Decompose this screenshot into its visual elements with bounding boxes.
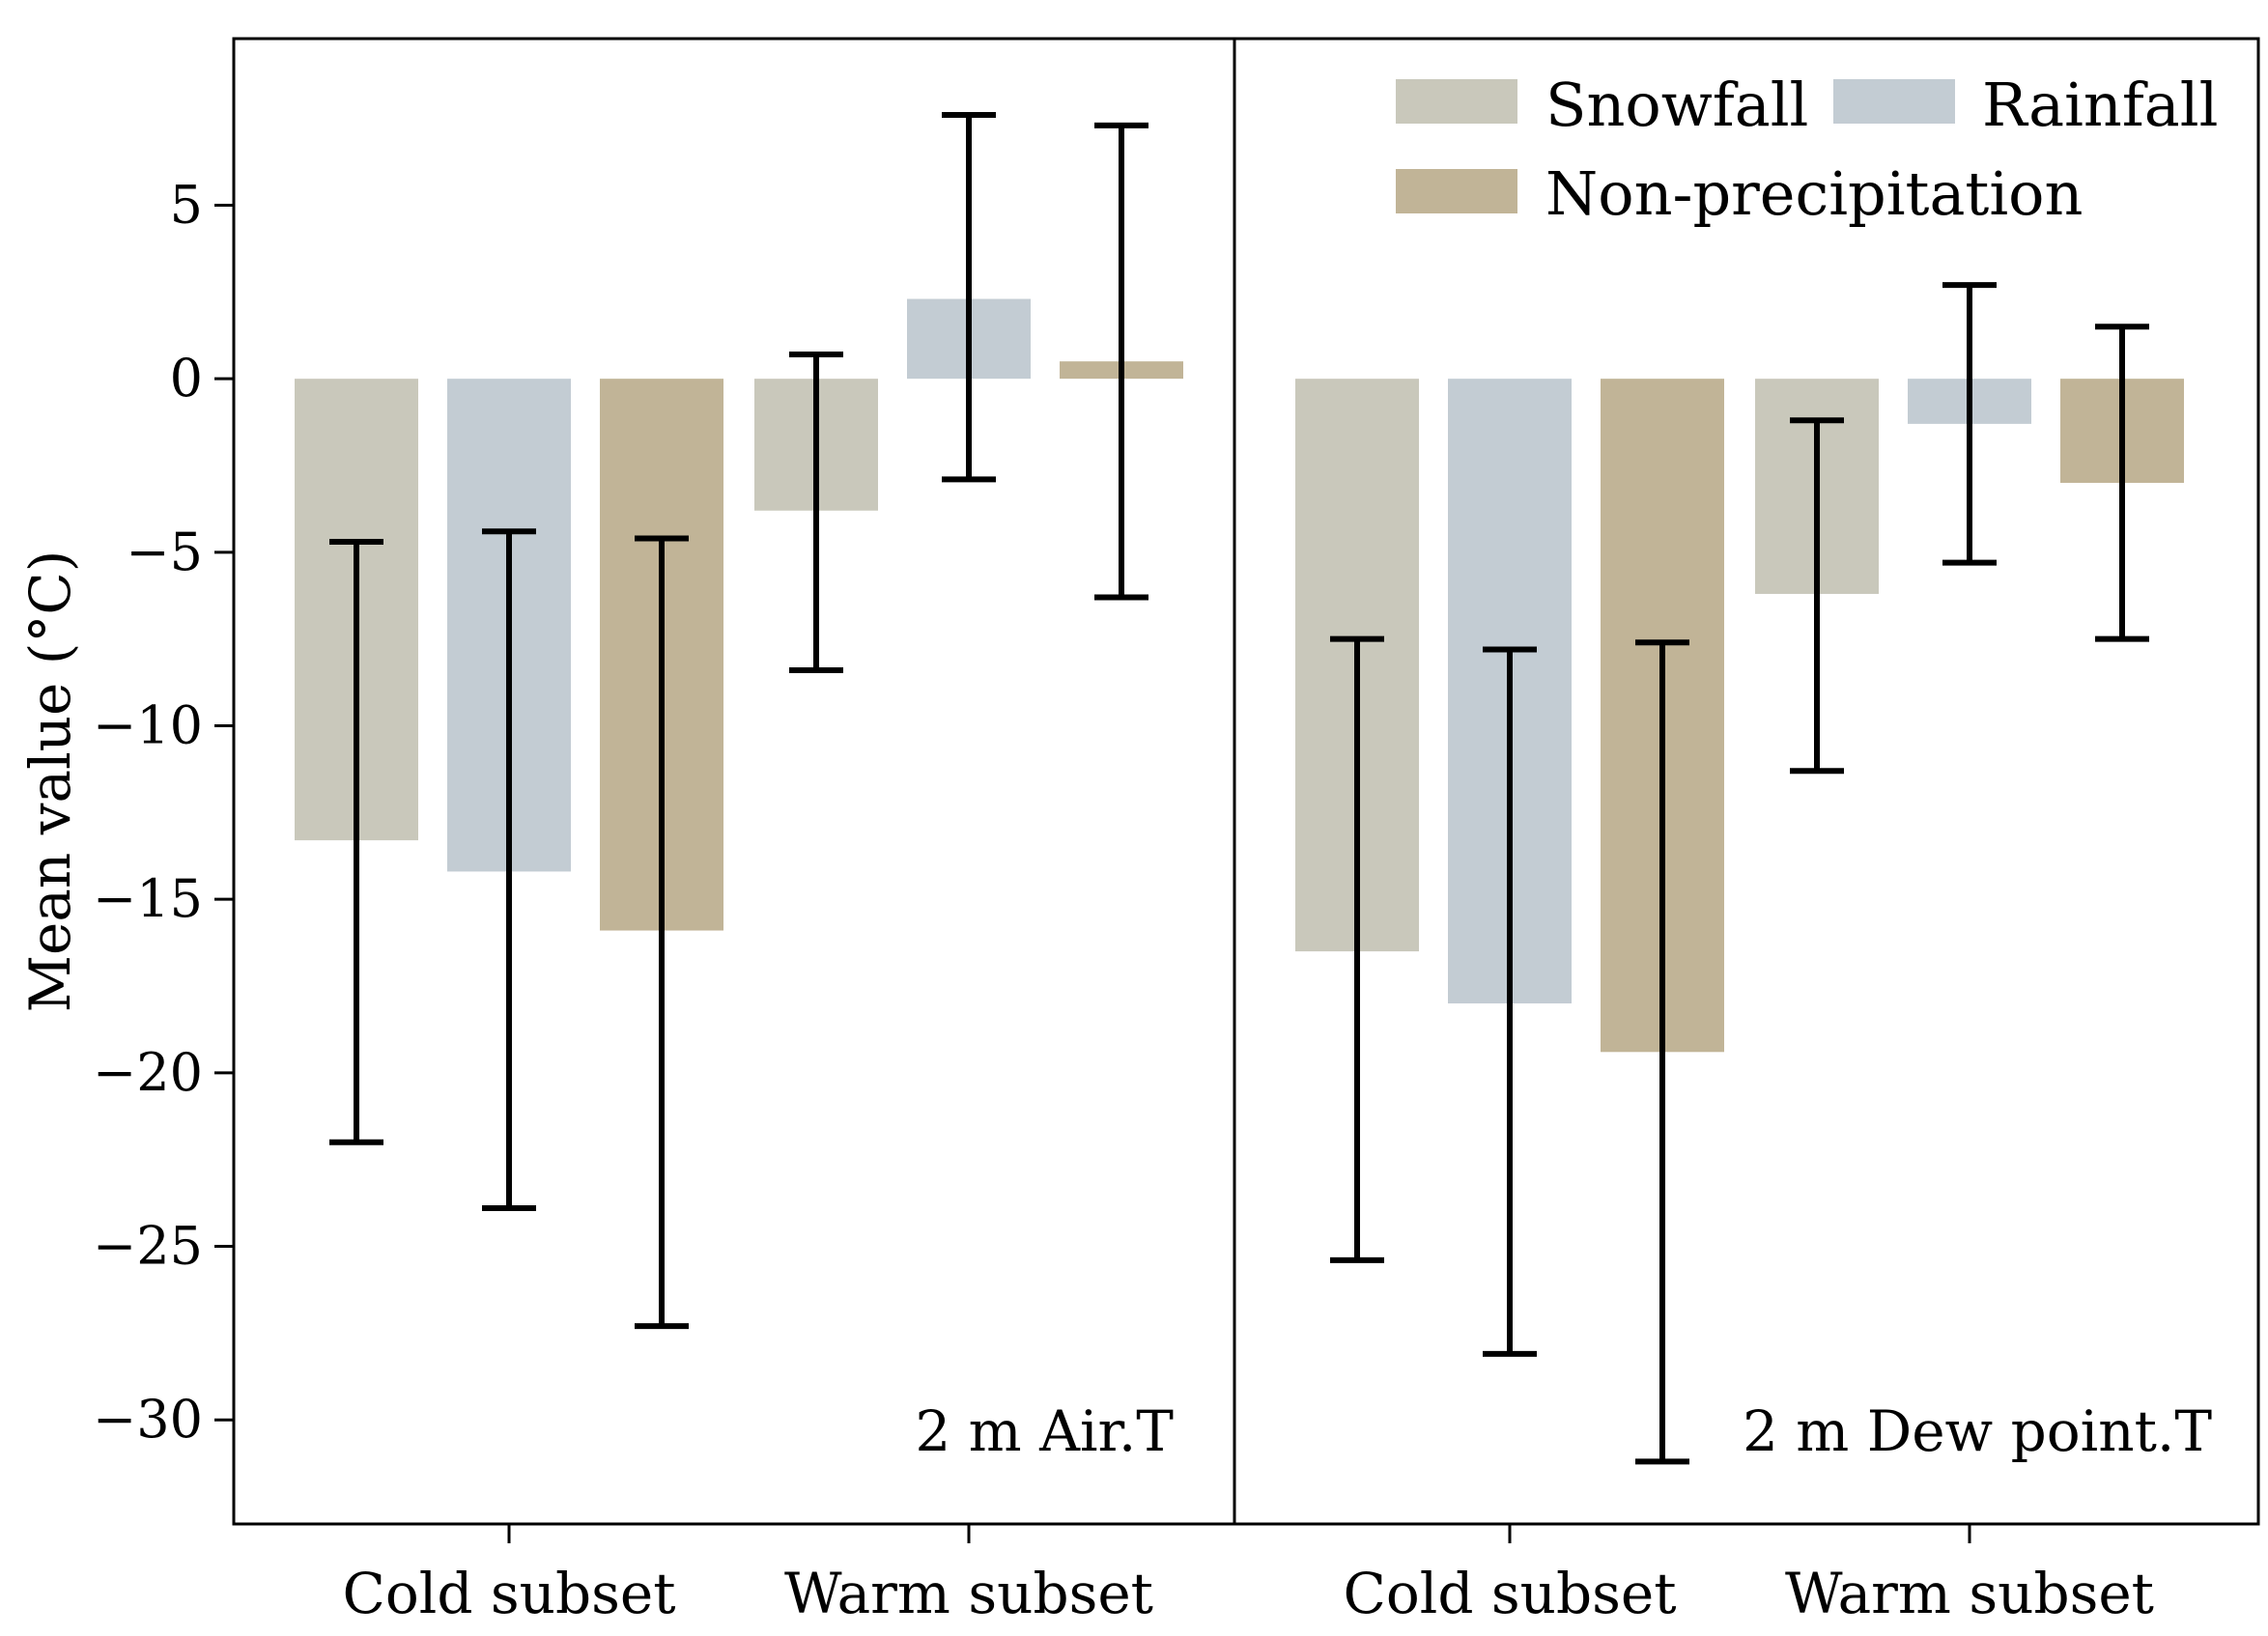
x-tick-label-0-1: Warm subset [784, 1561, 1153, 1626]
legend-label-0: Snowfall [1545, 70, 1808, 140]
y-tick-label-0: 5 [170, 174, 203, 235]
x-axis: Cold subset Warm subset Cold subset Warm su… [342, 1524, 2154, 1626]
x-tick-label-1-1: Warm subset [1785, 1561, 2154, 1626]
y-tick-label-2: −5 [126, 522, 203, 582]
legend-label-2: Non-precipitation [1545, 158, 2083, 229]
y-tick-label-6: −25 [93, 1216, 203, 1277]
y-axis-label: Mean value (°C) [17, 550, 83, 1013]
legend-swatch-1 [1833, 79, 1955, 124]
y-tick-label-3: −10 [93, 695, 203, 756]
plot-border [232, 37, 2260, 1526]
panel-label-0: 2 m Air.T [915, 1398, 1174, 1464]
y-axis: 5 0 −5 −10 −15 −20 −25 −30 Mean value (°C) [17, 174, 234, 1450]
chart-frame [232, 37, 2260, 1526]
legend: Snowfall Rainfall Non-precipitation [1396, 70, 2218, 229]
y-tick-label-4: −15 [93, 868, 203, 929]
x-tick-label-0-0: Cold subset [342, 1561, 675, 1626]
legend-swatch-2 [1396, 169, 1517, 213]
chart-marks [295, 112, 2184, 1465]
panel-label-1: 2 m Dew point.T [1743, 1398, 2212, 1464]
y-tick-label-5: −20 [93, 1042, 203, 1103]
legend-label-1: Rainfall [1982, 70, 2218, 140]
x-tick-label-1-0: Cold subset [1343, 1561, 1676, 1626]
legend-swatch-0 [1396, 79, 1517, 124]
y-tick-label-7: −30 [93, 1389, 203, 1450]
panel-labels: 2 m Air.T 2 m Dew point.T [915, 1398, 2212, 1464]
y-tick-label-1: 0 [170, 348, 203, 409]
